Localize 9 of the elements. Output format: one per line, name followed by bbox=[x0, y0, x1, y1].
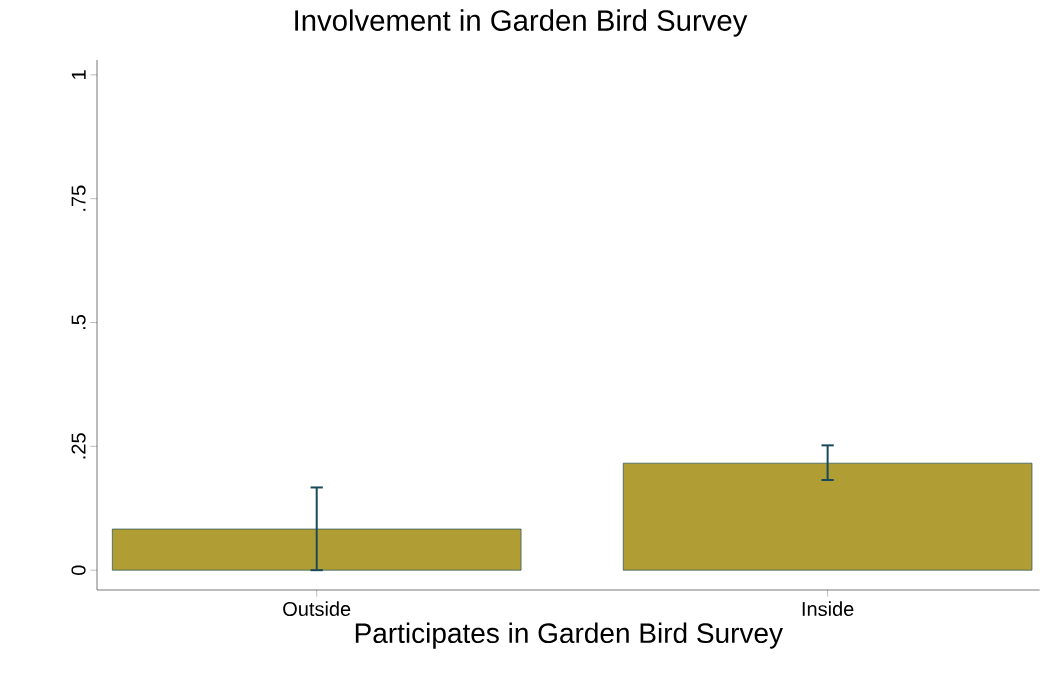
y-tick-label: .5 bbox=[71, 315, 86, 330]
y-tick-label: 0 bbox=[71, 565, 86, 575]
x-axis-title: Participates in Garden Bird Survey bbox=[355, 622, 783, 649]
chart-title: Involvement in Garden Bird Survey bbox=[295, 9, 748, 37]
y-tick-label: 1 bbox=[71, 70, 86, 79]
y-tick-label: .25 bbox=[71, 433, 86, 459]
x-tick-label: Inside bbox=[802, 601, 854, 617]
y-tick-label: .75 bbox=[71, 185, 86, 211]
x-tick-label: Outside bbox=[283, 601, 351, 617]
